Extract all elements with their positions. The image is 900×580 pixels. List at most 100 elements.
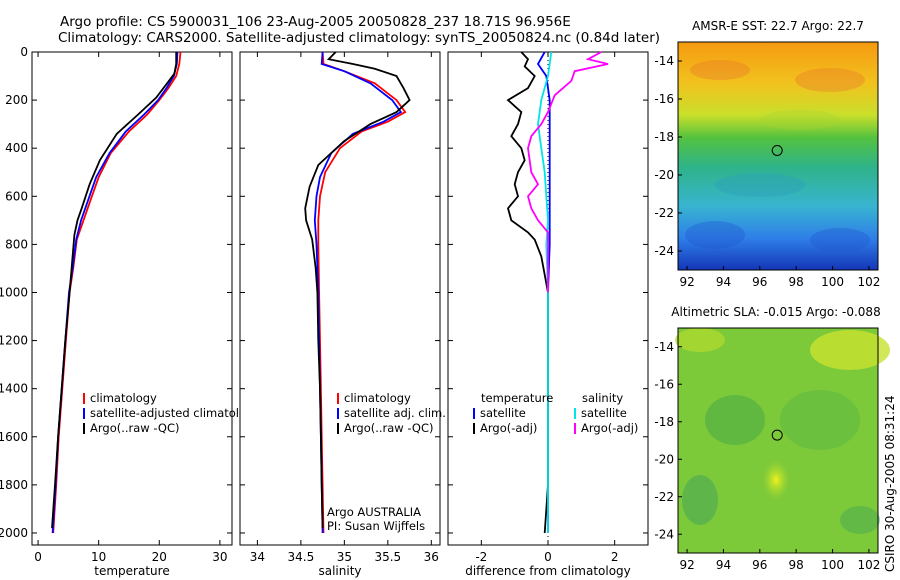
map-x-tick-label: 100 (821, 275, 844, 289)
salinity-panel: 34 34.5 35 35.5 36 salinity climatologysatel… (239, 51, 446, 578)
y-tick-label: 1600 (0, 430, 28, 444)
map-y-tick-label: -16 (654, 377, 674, 391)
y-tick-label: 800 (5, 237, 28, 251)
map-x-tick-label: 94 (716, 558, 731, 572)
difference-xlabel: difference from climatology (465, 564, 631, 578)
temperature-ticks: 0 10 20 30 0 200 400 600 800 1000 1200 1400 1600 1800… (0, 45, 232, 564)
difference-legend: temperature salinitysatelliteArgo(-adj)sa… (473, 391, 638, 435)
legend-entry-label: climatology (90, 391, 157, 405)
y-tick-label: 0 (20, 45, 28, 59)
map-x-tick-label: 96 (752, 275, 767, 289)
sla-map-ticks: 92 94 96 98 100 102 -14 -16 -18 -20 -22 -24 (654, 340, 880, 572)
credit-line2: PI: Susan Wijffels (327, 519, 425, 533)
x-tick-label: -2 (475, 550, 487, 564)
map-x-tick-label: 102 (857, 275, 880, 289)
map-y-tick-label: -22 (654, 206, 674, 220)
map-y-tick-label: -18 (654, 415, 674, 429)
map-x-tick-label: 100 (821, 558, 844, 572)
map-x-tick-label: 92 (679, 275, 694, 289)
legend-entry-label: satellite-adjusted climatology (90, 406, 260, 420)
x-tick-label: 34 (250, 550, 265, 564)
legend-heading: salinity (582, 391, 623, 405)
legend-entry-label: Argo(..raw -QC) (344, 421, 434, 435)
legend-entry-label: climatology (344, 391, 411, 405)
sla-map-panel: Altimetric SLA: -0.015 Argo: -0.088 92 94… (654, 305, 890, 572)
sst-map-panel: AMSR-E SST: 22.7 Argo: 22.7 92 94 96 98 100 1… (654, 19, 880, 289)
x-tick-label: 0 (544, 550, 552, 564)
temperature-xlabel: temperature (94, 564, 169, 578)
credit-line1: Argo AUSTRALIA (327, 505, 421, 519)
x-tick-label: 35 (337, 550, 352, 564)
y-tick-label: 1400 (0, 382, 28, 396)
map-x-tick-label: 92 (679, 558, 694, 572)
y-tick-label: 1800 (0, 478, 28, 492)
x-tick-label: 20 (152, 550, 167, 564)
map-y-tick-label: -14 (654, 54, 674, 68)
map-x-tick-label: 98 (789, 275, 804, 289)
x-tick-label: 35.5 (374, 550, 401, 564)
series-line (537, 51, 553, 533)
legend-entry-label: Argo(..raw -QC) (90, 421, 180, 435)
map-y-tick-label: -24 (654, 244, 674, 258)
legend-entry-label: satellite (480, 406, 526, 420)
salinity-ticks: 34 34.5 35 35.5 36 (240, 51, 440, 564)
map-y-tick-label: -20 (654, 452, 674, 466)
sst-map-ticks: 92 94 96 98 100 102 -14 -16 -18 -20 -22 -24 (654, 54, 880, 289)
map-y-tick-label: -18 (654, 130, 674, 144)
x-tick-label: 36 (424, 550, 439, 564)
salinity-xlabel: salinity (318, 564, 361, 578)
map-x-tick-label: 94 (716, 275, 731, 289)
x-tick-label: 0 (34, 550, 42, 564)
map-y-tick-label: -24 (654, 527, 674, 541)
sst-argo-location-marker (771, 144, 783, 156)
series-line (527, 51, 609, 293)
difference-panel: -2 0 2 difference from climatology tempera… (447, 51, 649, 578)
figure-title-line2: Climatology: CARS2000. Satellite-adjuste… (58, 30, 660, 46)
side-timestamp-label: CSIRO 30-Aug-2005 08:31:24 (883, 396, 897, 572)
x-tick-label: 30 (212, 550, 227, 564)
legend-entry-label: satellite adj. clim. (344, 406, 446, 420)
sst-texture (685, 60, 870, 252)
y-tick-label: 1000 (0, 285, 28, 299)
y-tick-label: 2000 (0, 526, 28, 540)
temperature-lines (51, 51, 182, 534)
y-tick-label: 1200 (0, 334, 28, 348)
map-y-tick-label: -20 (654, 168, 674, 182)
legend-entry-label: satellite (581, 406, 627, 420)
x-tick-label: 2 (611, 550, 619, 564)
temperature-panel: 0 10 20 30 0 200 400 600 800 1000 1200 1400 1600 1800… (0, 45, 260, 578)
sla-argo-location-marker (771, 429, 783, 441)
legend-entry-label: Argo(-adj) (480, 421, 537, 435)
temperature-axes (31, 51, 233, 546)
y-tick-label: 600 (5, 189, 28, 203)
sla-map-frame (677, 327, 879, 554)
legend-heading: temperature (481, 391, 553, 405)
sla-texture (675, 328, 890, 534)
sst-map-title: AMSR-E SST: 22.7 Argo: 22.7 (692, 19, 864, 33)
map-y-tick-label: -14 (654, 340, 674, 354)
map-y-tick-label: -16 (654, 92, 674, 106)
map-y-tick-label: -22 (654, 490, 674, 504)
difference-ticks: -2 0 2 (448, 51, 648, 564)
sst-map-frame (677, 41, 879, 271)
series-line (304, 51, 411, 529)
sst-heatmap (678, 42, 878, 270)
map-x-tick-label: 96 (752, 558, 767, 572)
x-tick-label: 10 (91, 550, 106, 564)
series-line (506, 51, 549, 534)
x-tick-label: 34.5 (288, 550, 315, 564)
y-tick-label: 200 (5, 93, 28, 107)
salinity-lines (304, 51, 411, 534)
difference-lines (506, 51, 609, 534)
figure-title-line1: Argo profile: CS 5900031_106 23-Aug-2005… (60, 14, 571, 30)
map-x-tick-label: 98 (789, 558, 804, 572)
sla-map-title: Altimetric SLA: -0.015 Argo: -0.088 (671, 305, 880, 319)
legend-entry-label: Argo(-adj) (581, 421, 638, 435)
series-line (51, 52, 178, 529)
salinity-axes (239, 51, 441, 546)
y-tick-label: 400 (5, 141, 28, 155)
map-x-tick-label: 102 (857, 558, 880, 572)
